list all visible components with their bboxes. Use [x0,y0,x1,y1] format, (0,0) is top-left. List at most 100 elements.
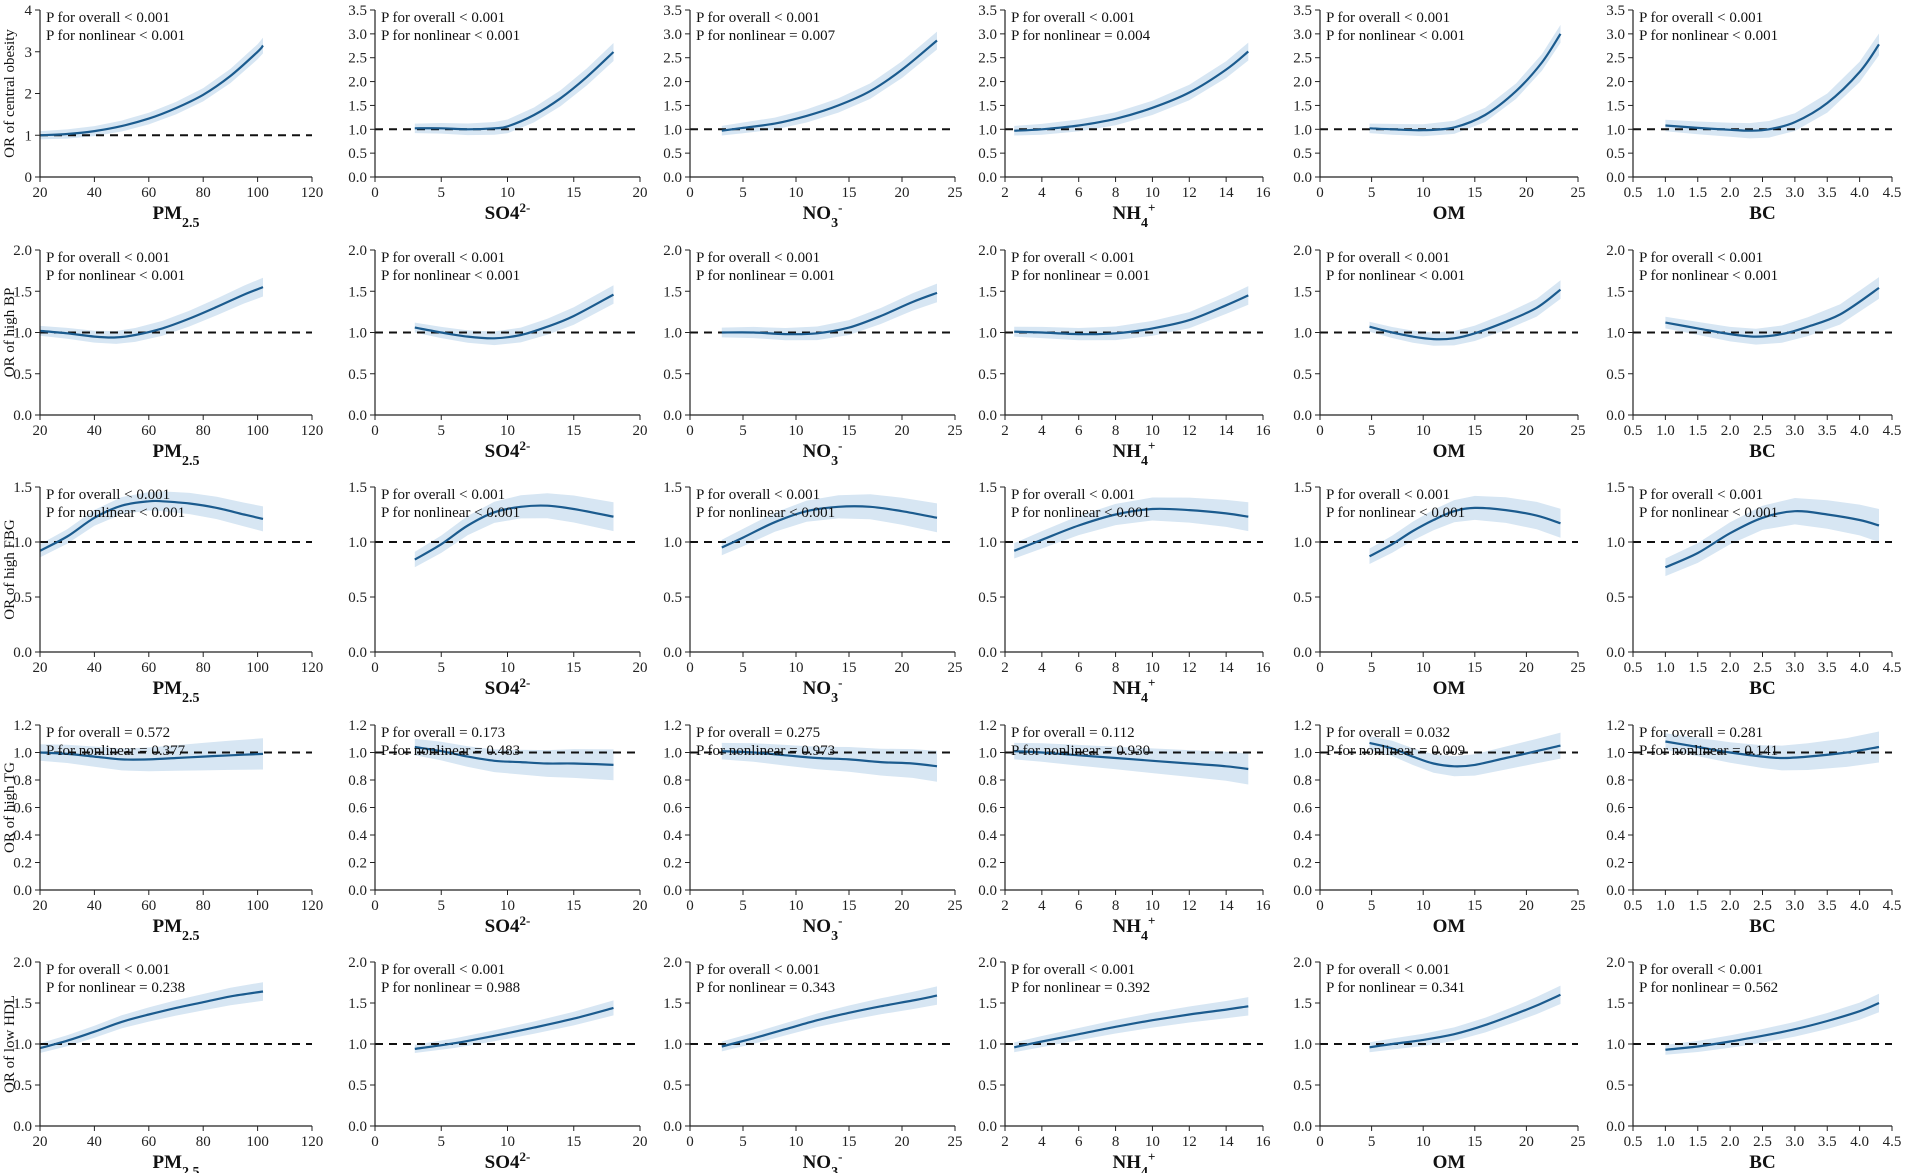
y-tick-label: 1.5 [13,284,32,300]
x-tick-label: 10 [789,898,804,914]
x-tick-label: 2.5 [1753,660,1772,676]
x-axis-title: NO3- [803,913,843,944]
y-tick-label: 3.5 [1293,3,1312,19]
x-tick-label: 25 [948,423,963,439]
x-tick-label: 0 [371,898,379,914]
y-tick-label: 0.6 [1293,801,1312,817]
y-tick-label: 0.8 [978,773,997,789]
y-tick-label: 0.6 [13,801,32,817]
y-tick-label: 0.0 [348,170,367,186]
x-axis-title: NH4+ [1113,675,1156,706]
x-tick-label: 10 [1416,185,1431,201]
x-tick-label: 4.0 [1850,660,1869,676]
y-tick-label: 1.5 [1606,996,1625,1012]
x-tick-label: 3.5 [1818,185,1837,201]
p-overall-text: P for overall < 0.001 [1326,250,1450,266]
y-tick-label: 1.2 [348,718,367,734]
x-tick-label: 15 [842,660,857,676]
x-tick-label: 4 [1038,423,1046,439]
p-overall-text: P for overall < 0.001 [1326,10,1450,26]
y-tick-label: 0.4 [348,828,367,844]
panel-pm-row-0: 0 1 2 3 4 20 40 60 80 100 120 PM2.5 P for overall < … [2,3,323,231]
x-tick-label: 60 [141,660,156,676]
p-nonlinear-text: P for nonlinear < 0.001 [46,505,185,521]
p-nonlinear-text: P for nonlinear = 0.004 [1011,28,1151,44]
x-tick-label: 3.0 [1786,1134,1805,1150]
x-tick-label: 15 [1467,898,1482,914]
x-tick-label: 2 [1001,898,1009,914]
p-overall-text: P for overall < 0.001 [1639,10,1763,26]
y-tick-label: 1.2 [978,718,997,734]
x-axis-title: NH4+ [1113,200,1156,231]
x-tick-label: 10 [1145,1134,1160,1150]
x-tick-label: 1.0 [1656,660,1675,676]
x-tick-label: 0.5 [1624,898,1643,914]
x-axis-title: SO42- [485,913,531,938]
x-tick-label: 6 [1075,1134,1083,1150]
x-tick-label: 40 [87,423,102,439]
or-curve [721,291,938,336]
p-nonlinear-text: P for nonlinear < 0.001 [1011,505,1150,521]
y-tick-label: 2.0 [348,955,367,971]
x-tick-label: 0 [1316,898,1324,914]
x-tick-label: 16 [1256,185,1272,201]
y-tick-label: 2.0 [348,243,367,259]
y-tick-label: 2.0 [13,955,32,971]
x-tick-label: 0 [371,1134,379,1150]
y-tick-label: 1.0 [978,746,997,762]
y-tick-label: 0.6 [663,801,682,817]
y-tick-label: 2.5 [978,51,997,67]
y-axis-title: OR of low HDL [2,995,18,1093]
x-tick-label: 14 [1219,423,1235,439]
x-tick-label: 20 [1519,185,1534,201]
x-tick-label: 120 [301,1134,324,1150]
x-tick-label: 5 [1368,1134,1376,1150]
x-tick-label: 20 [33,423,48,439]
x-axis-title: PM2.5 [152,678,199,706]
or-curve [721,750,938,768]
x-tick-label: 12 [1182,185,1197,201]
y-tick-label: 4 [25,3,33,19]
or-curve [414,293,615,340]
x-tick-label: 16 [1256,423,1272,439]
x-tick-label: 10 [789,660,804,676]
panel-no3-row-2: 0.0 0.5 1.0 1.5 0 5 10 15 20 25 NO3- P for overall … [663,480,962,706]
y-tick-label: 1.5 [13,996,32,1012]
x-tick-label: 4 [1038,898,1046,914]
or-curve [1369,993,1561,1049]
y-axis-title: OR of central obesity [2,29,18,158]
x-tick-label: 2.0 [1721,898,1740,914]
panel-so4-row-0: 0.0 0.5 1.0 1.5 2.0 2.5 3.0 3.5 0 5 10 15 20 SO42- P f… [348,3,647,224]
y-tick-label: 1.5 [978,480,997,496]
y-tick-label: 0.0 [348,1119,367,1135]
x-tick-label: 0 [371,660,379,676]
y-tick-label: 0.0 [13,1119,32,1135]
y-tick-label: 0.0 [13,645,32,661]
x-tick-label: 0 [1316,1134,1324,1150]
x-tick-label: 15 [842,898,857,914]
or-curve [1369,33,1562,132]
y-tick-label: 1.5 [1293,98,1312,114]
panel-bc-row-3: 0.0 0.2 0.4 0.6 0.8 1.0 1.2 0.5 1.0 1.5 2.0 2.5 3.0 3… [1606,718,1901,937]
x-tick-label: 8 [1112,185,1120,201]
y-tick-label: 1.5 [1606,98,1625,114]
y-tick-label: 1.0 [1606,326,1625,342]
y-tick-label: 0.5 [13,1078,32,1094]
y-tick-label: 1.0 [13,1037,32,1053]
x-tick-label: 20 [633,423,648,439]
x-tick-label: 14 [1219,898,1235,914]
p-overall-text: P for overall < 0.001 [1011,250,1135,266]
x-tick-label: 10 [789,185,804,201]
y-tick-label: 1.0 [348,535,367,551]
p-nonlinear-text: P for nonlinear = 0.341 [1326,980,1465,996]
y-axis-title: OR of high TG [2,762,18,853]
y-tick-label: 1.0 [348,746,367,762]
x-tick-label: 2.5 [1753,1134,1772,1150]
x-tick-label: 5 [1368,423,1376,439]
p-overall-text: P for overall < 0.001 [1326,487,1450,503]
x-tick-label: 0 [686,185,694,201]
or-curve [39,44,264,137]
y-tick-label: 0.0 [1606,883,1625,899]
x-tick-label: 100 [246,185,269,201]
x-axis-title: OM [1433,916,1466,937]
